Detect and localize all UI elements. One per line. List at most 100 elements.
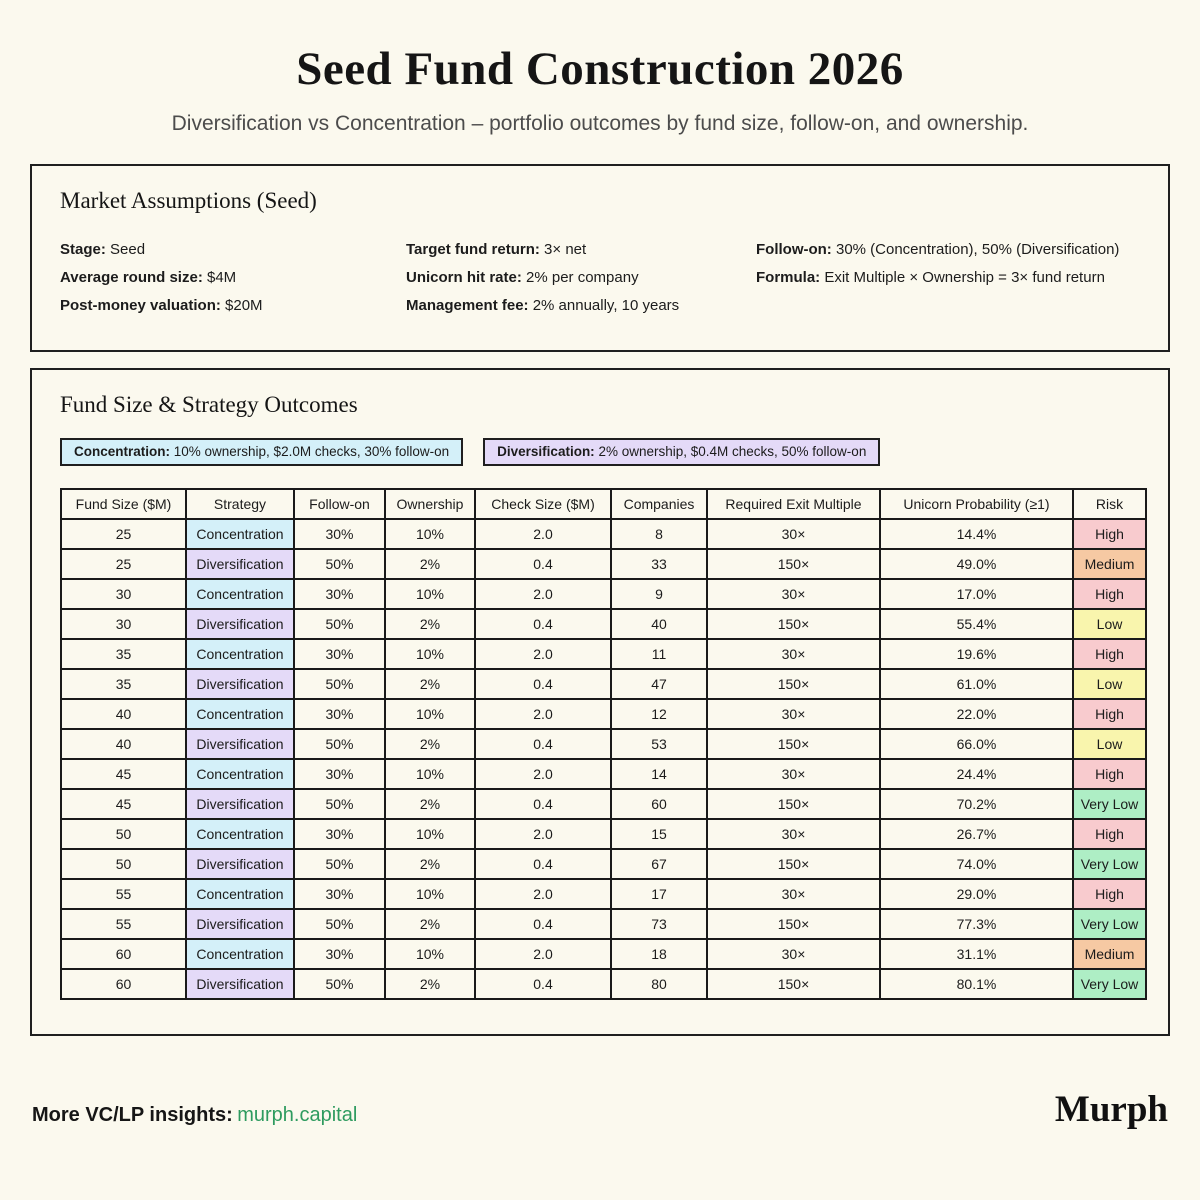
cell-check-size: 0.4 xyxy=(474,968,612,1000)
cell-ownership: 2% xyxy=(384,788,476,820)
cell-follow-on: 50% xyxy=(293,548,386,580)
cell-unicorn-probability: 29.0% xyxy=(879,878,1074,910)
cell-unicorn-probability: 26.7% xyxy=(879,818,1074,850)
cell-ownership: 10% xyxy=(384,578,476,610)
cell-fund-size: 50 xyxy=(60,848,187,880)
cell-ownership: 10% xyxy=(384,938,476,970)
cell-unicorn-probability: 22.0% xyxy=(879,698,1074,730)
cell-ownership: 2% xyxy=(384,848,476,880)
cell-unicorn-probability: 74.0% xyxy=(879,848,1074,880)
cell-risk: High xyxy=(1072,818,1147,850)
cell-fund-size: 35 xyxy=(60,638,187,670)
column-header-risk: Risk xyxy=(1072,488,1147,520)
cell-ownership: 10% xyxy=(384,638,476,670)
legend-label: Concentration: xyxy=(74,444,174,459)
table-row: 50 Diversification 50% 2% 0.4 67 150× 74.0% Very… xyxy=(60,848,1147,880)
cell-strategy: Diversification xyxy=(185,728,295,760)
cell-follow-on: 50% xyxy=(293,908,386,940)
cell-exit-multiple: 150× xyxy=(706,548,881,580)
cell-unicorn-probability: 49.0% xyxy=(879,548,1074,580)
cell-exit-multiple: 30× xyxy=(706,638,881,670)
footer-cta: More VC/LP insights: murph.capital xyxy=(32,1104,357,1127)
cell-check-size: 0.4 xyxy=(474,848,612,880)
assumption-value: 2% annually, 10 years xyxy=(532,297,680,314)
cell-risk: Very Low xyxy=(1072,788,1147,820)
cell-exit-multiple: 150× xyxy=(706,788,881,820)
cell-companies: 80 xyxy=(610,968,708,1000)
assumption-label: Post-money valuation: xyxy=(60,297,226,314)
cell-fund-size: 25 xyxy=(60,548,187,580)
cell-ownership: 10% xyxy=(384,698,476,730)
assumption-label: Management fee: xyxy=(406,297,533,314)
cell-exit-multiple: 30× xyxy=(706,938,881,970)
assumption-item: Stage: Seed xyxy=(60,236,406,264)
cell-unicorn-probability: 77.3% xyxy=(879,908,1074,940)
cell-companies: 8 xyxy=(610,518,708,550)
cell-fund-size: 60 xyxy=(60,968,187,1000)
cell-risk: Very Low xyxy=(1072,908,1147,940)
cell-companies: 12 xyxy=(610,698,708,730)
cell-exit-multiple: 150× xyxy=(706,848,881,880)
cell-unicorn-probability: 19.6% xyxy=(879,638,1074,670)
cell-companies: 14 xyxy=(610,758,708,790)
cell-risk: High xyxy=(1072,698,1147,730)
column-header-exit-multiple: Required Exit Multiple xyxy=(706,488,881,520)
table-row: 25 Concentration 30% 10% 2.0 8 30× 14.4% High xyxy=(60,518,1147,550)
cell-ownership: 10% xyxy=(384,758,476,790)
table-row: 50 Concentration 30% 10% 2.0 15 30× 26.7% High xyxy=(60,818,1147,850)
cell-check-size: 0.4 xyxy=(474,728,612,760)
column-header-unicorn-probability: Unicorn Probability (≥1) xyxy=(879,488,1074,520)
cell-exit-multiple: 150× xyxy=(706,728,881,760)
cell-unicorn-probability: 17.0% xyxy=(879,578,1074,610)
cell-companies: 73 xyxy=(610,908,708,940)
assumption-value: 3× net xyxy=(544,241,587,258)
cell-strategy: Diversification xyxy=(185,548,295,580)
legend-badge-diversification: Diversification: 2% ownership, $0.4M che… xyxy=(483,438,881,466)
table-row: 35 Concentration 30% 10% 2.0 11 30× 19.6% High xyxy=(60,638,1147,670)
brand-logo: Murph xyxy=(1054,1089,1168,1130)
outcomes-heading: Fund Size & Strategy Outcomes xyxy=(60,392,358,417)
cell-strategy: Diversification xyxy=(185,968,295,1000)
cell-unicorn-probability: 14.4% xyxy=(879,518,1074,550)
assumptions-column-2: Target fund return: 3× net Unicorn hit ra… xyxy=(406,236,756,320)
cell-strategy: Concentration xyxy=(185,638,295,670)
assumptions-column-3: Follow-on: 30% (Concentration), 50% (Div… xyxy=(756,236,1140,320)
cell-companies: 47 xyxy=(610,668,708,700)
cell-companies: 15 xyxy=(610,818,708,850)
column-header-ownership: Ownership xyxy=(384,488,476,520)
cell-risk: High xyxy=(1072,638,1147,670)
cell-check-size: 2.0 xyxy=(474,638,612,670)
assumption-value: $4M xyxy=(206,269,237,286)
strategy-legend: Concentration: 10% ownership, $2.0M chec… xyxy=(60,438,1140,466)
table-row: 30 Diversification 50% 2% 0.4 40 150× 55.4% Low xyxy=(60,608,1147,640)
cell-fund-size: 45 xyxy=(60,788,187,820)
page-footer: More VC/LP insights: murph.capital Murph xyxy=(32,1088,1168,1131)
table-row: 45 Concentration 30% 10% 2.0 14 30× 24.4% High xyxy=(60,758,1147,790)
page-title: Seed Fund Construction 2026 xyxy=(296,43,904,95)
cell-exit-multiple: 30× xyxy=(706,518,881,550)
cell-ownership: 10% xyxy=(384,818,476,850)
cell-exit-multiple: 30× xyxy=(706,878,881,910)
assumption-label: Stage: xyxy=(60,241,111,258)
cell-fund-size: 30 xyxy=(60,578,187,610)
cell-unicorn-probability: 55.4% xyxy=(879,608,1074,640)
cell-companies: 11 xyxy=(610,638,708,670)
cell-unicorn-probability: 24.4% xyxy=(879,758,1074,790)
footer-link[interactable]: murph.capital xyxy=(237,1104,358,1126)
footer-cta-text: More VC/LP insights: xyxy=(32,1104,233,1126)
cell-companies: 60 xyxy=(610,788,708,820)
cell-risk: Medium xyxy=(1072,938,1147,970)
table-row: 30 Concentration 30% 10% 2.0 9 30× 17.0% High xyxy=(60,578,1147,610)
cell-unicorn-probability: 70.2% xyxy=(879,788,1074,820)
cell-ownership: 2% xyxy=(384,668,476,700)
table-header-row: Fund Size ($M) Strategy Follow-on Ownership… xyxy=(60,488,1147,520)
assumptions-grid: Stage: Seed Average round size: $4M Post-m… xyxy=(60,236,1140,320)
cell-check-size: 2.0 xyxy=(474,938,612,970)
cell-follow-on: 50% xyxy=(293,668,386,700)
cell-risk: Very Low xyxy=(1072,848,1147,880)
cell-follow-on: 30% xyxy=(293,878,386,910)
assumption-item: Management fee: 2% annually, 10 years xyxy=(406,292,756,320)
cell-strategy: Concentration xyxy=(185,698,295,730)
cell-fund-size: 25 xyxy=(60,518,187,550)
cell-ownership: 2% xyxy=(384,968,476,1000)
